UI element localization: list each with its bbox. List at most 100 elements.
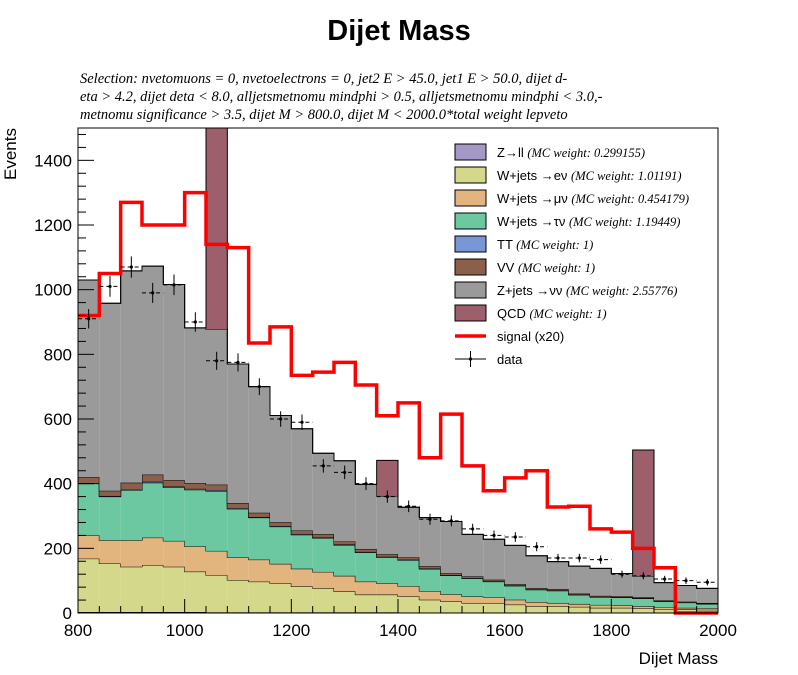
bar-wenu-10: [291, 586, 313, 613]
data-marker-12: [343, 470, 347, 474]
bar-wtaunu-11: [312, 537, 334, 572]
legend-entry-signal: signal (x20): [455, 329, 564, 344]
data-point-12: [334, 465, 356, 480]
bar-wmunu-24: [590, 604, 612, 608]
y-tick-label-1: 200: [44, 539, 72, 558]
bar-znunu-2: [120, 270, 142, 483]
bar-wmunu-18: [462, 596, 484, 603]
bar-wtaunu-28: [675, 602, 697, 608]
stack-series-znunu: [78, 265, 718, 603]
bar-wenu-29: [696, 609, 718, 613]
bar-znunu-1: [99, 303, 121, 491]
legend: Z→ll (MC weight: 0.299155) W+jets →eν (MC…: [454, 143, 689, 367]
bar-wtaunu-8: [248, 517, 270, 560]
bar-vv-9: [270, 522, 292, 527]
data-point-7: [227, 353, 249, 372]
data-point-21: [526, 542, 548, 552]
bar-znunu-6: [206, 329, 228, 485]
legend-swatch-znunu: [454, 281, 487, 299]
bar-wmunu-1: [99, 540, 121, 564]
y-tick-label-5: 1000: [34, 281, 72, 300]
data-marker-2: [129, 265, 133, 269]
bar-qcd-6: [206, 128, 228, 330]
data-points: [78, 256, 718, 586]
legend-label-qcd: QCD (MC weight: 1): [497, 306, 607, 321]
bar-vv-17: [440, 573, 462, 576]
bar-wtaunu-10: [291, 534, 313, 569]
bar-wtaunu-15: [398, 560, 420, 587]
bar-wmunu-10: [291, 568, 313, 587]
data-point-9: [270, 411, 292, 427]
bar-vv-4: [163, 480, 185, 487]
bar-wenu-20: [504, 604, 526, 613]
y-tick-label-3: 600: [44, 410, 72, 429]
data-point-15: [398, 500, 420, 513]
bar-vv-8: [248, 512, 270, 517]
bar-vv-19: [483, 579, 505, 582]
data-marker-17: [449, 519, 453, 523]
bar-wenu-8: [248, 581, 270, 613]
bar-wmunu-29: [696, 608, 718, 610]
bar-wtaunu-22: [547, 590, 569, 603]
bar-znunu-19: [483, 539, 505, 580]
bar-wmunu-0: [78, 535, 100, 559]
stack-series-wenu: [78, 558, 718, 613]
bar-znunu-26: [632, 576, 654, 598]
legend-entry-wtaunu: W+jets →τν (MC weight: 1.19449): [454, 212, 680, 230]
legend-entry-vv: VV (MC weight: 1): [454, 258, 595, 276]
bar-wmunu-27: [654, 607, 676, 610]
bar-znunu-11: [312, 453, 334, 535]
data-point-25: [611, 570, 633, 578]
bar-wtaunu-13: [355, 552, 377, 582]
data-marker-6: [215, 359, 219, 363]
bar-vv-11: [312, 534, 334, 538]
bar-znunu-20: [504, 545, 526, 585]
data-marker-3: [151, 291, 155, 295]
x-tick-label-2: 1200: [272, 621, 310, 640]
data-point-17: [440, 515, 462, 527]
bar-vv-3: [142, 474, 164, 482]
bar-znunu-7: [227, 364, 249, 504]
bar-vv-20: [504, 584, 526, 586]
bar-wenu-9: [270, 583, 292, 613]
bar-znunu-14: [376, 495, 398, 555]
legend-weight-qcd: (MC weight: 1): [530, 307, 607, 321]
data-marker-29: [705, 580, 709, 584]
bar-znunu-21: [526, 555, 548, 589]
data-point-29: [696, 579, 718, 586]
bar-znunu-10: [291, 428, 313, 531]
data-point-5: [184, 312, 206, 332]
bar-wtaunu-17: [440, 575, 462, 595]
data-marker-13: [364, 482, 368, 486]
bar-vv-2: [120, 482, 142, 490]
bar-wenu-21: [526, 606, 548, 613]
bar-znunu-23: [568, 566, 590, 594]
data-marker-11: [321, 464, 325, 468]
data-marker-22: [556, 556, 560, 560]
data-point-24: [590, 555, 612, 564]
legend-entry-zll: Z→ll (MC weight: 0.299155): [454, 143, 645, 161]
data-point-2: [120, 256, 142, 278]
signal-line: [78, 190, 718, 615]
data-marker-28: [684, 579, 688, 583]
data-marker-5: [193, 320, 197, 324]
bar-wmunu-15: [398, 586, 420, 597]
legend-entry-wmunu: W+jets →μν (MC weight: 0.454179): [454, 189, 689, 207]
bar-wenu-15: [398, 596, 420, 613]
bar-vv-5: [184, 483, 206, 489]
bar-znunu-15: [398, 507, 420, 558]
data-point-16: [419, 513, 441, 525]
bar-wenu-0: [78, 558, 100, 613]
data-marker-4: [172, 283, 176, 287]
legend-swatch-tt: [454, 235, 487, 253]
bar-wenu-2: [120, 566, 142, 613]
data-marker-14: [385, 495, 389, 499]
selection-line-1: Selection: nvetomuons = 0, nvetoelectron…: [80, 71, 567, 87]
bar-wmunu-26: [632, 606, 654, 609]
axes: 800 1000 1200 1400 1600 1800 2000 0 200 400 600 800…: [34, 133, 737, 640]
data-marker-0: [87, 317, 91, 321]
bar-wenu-25: [611, 607, 633, 613]
data-point-13: [355, 477, 377, 491]
bar-wtaunu-1: [99, 496, 121, 541]
bar-wtaunu-2: [120, 490, 142, 541]
